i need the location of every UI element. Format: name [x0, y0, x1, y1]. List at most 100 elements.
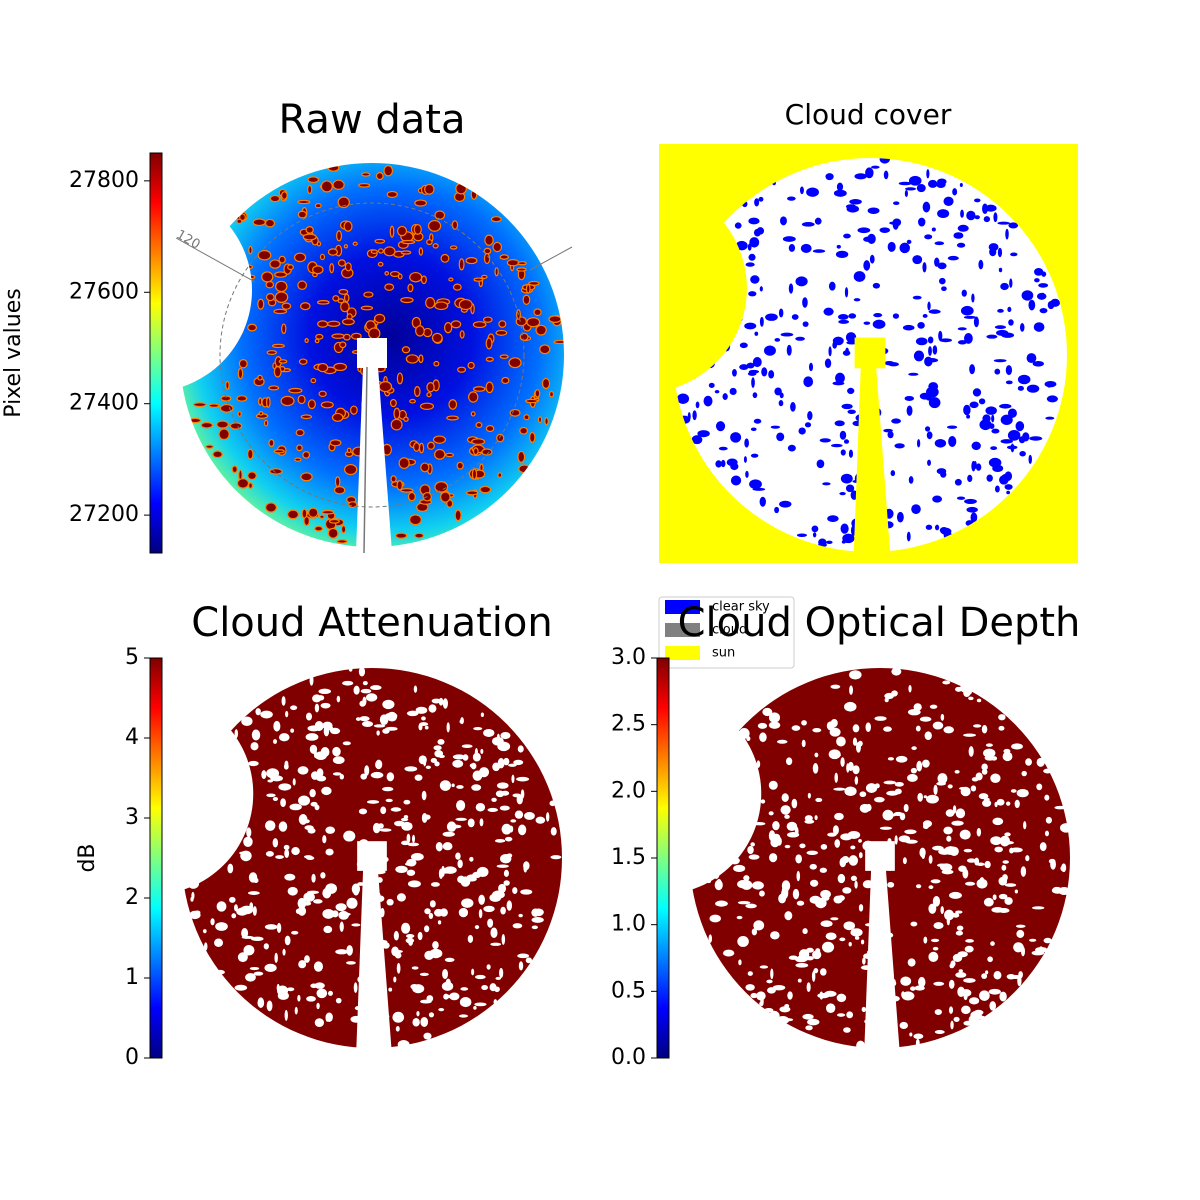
cloud-patch: [216, 420, 229, 429]
cloud-patch: [268, 438, 275, 447]
cloud-patch: [319, 253, 326, 261]
cloud-patch: [362, 844, 369, 851]
cloud-patch: [931, 227, 936, 232]
cloud-patch: [972, 388, 982, 397]
cloud-patch: [405, 934, 415, 939]
cloud-patch: [472, 770, 483, 781]
cloud-patch: [857, 543, 867, 554]
cloud-patch: [377, 261, 384, 267]
cloud-patch: [759, 316, 764, 327]
cloud-patch: [741, 774, 753, 785]
cloud-patch: [934, 241, 945, 246]
cloud-patch: [284, 873, 296, 881]
cloud-patch: [303, 819, 310, 824]
cloud-patch: [750, 427, 757, 432]
cloud-patch: [349, 405, 358, 415]
cloud-patch: [940, 906, 944, 915]
cloud-patch: [273, 449, 285, 454]
cloud-patch: [286, 987, 295, 992]
cloud-patch: [403, 416, 409, 422]
cloud-patch: [473, 726, 483, 731]
cloud-patch: [499, 967, 504, 979]
cloud-patch: [843, 921, 856, 931]
cloud-patch: [229, 896, 236, 903]
cloud-patch: [729, 303, 736, 308]
cloud-patch: [988, 243, 999, 251]
cloud-patch: [523, 414, 530, 421]
cloud-patch: [420, 1016, 429, 1027]
cloud-patch: [858, 904, 864, 912]
cloud-patch: [820, 920, 833, 928]
cloud-patch: [907, 708, 921, 716]
cloud-patch: [843, 439, 850, 444]
tick-label: 3.0: [611, 645, 646, 670]
cloud-patch: [759, 286, 763, 292]
cloud-patch: [393, 407, 401, 420]
cloud-patch: [814, 217, 822, 225]
cloud-patch: [446, 722, 450, 733]
cloud-patch: [411, 834, 416, 843]
cloud-patch: [225, 761, 235, 770]
cloud-patch: [1016, 929, 1025, 938]
cloud-patch: [1017, 374, 1031, 385]
cloud-patch: [845, 204, 857, 209]
cloud-patch: [518, 464, 531, 474]
cloud-patch: [738, 959, 742, 966]
cloud-patch: [448, 277, 454, 282]
cloud-patch: [992, 894, 997, 901]
cloud-patch: [971, 777, 979, 782]
cloud-patch: [991, 428, 1000, 434]
cloud-patch: [967, 474, 973, 483]
cloud-patch: [373, 724, 386, 728]
cloud-patch: [936, 181, 946, 189]
cloud-patch: [449, 245, 458, 250]
cloud-patch: [432, 435, 447, 444]
cloud-patch: [395, 532, 408, 539]
cloud-patch: [208, 403, 220, 408]
cloud-patch: [850, 845, 856, 850]
cloud-patch: [827, 832, 837, 837]
cloud-patch: [890, 470, 896, 477]
cloud-patch: [485, 425, 495, 433]
cloud-patch: [834, 420, 845, 427]
cloud-patch: [189, 910, 201, 920]
cloud-patch: [924, 731, 932, 740]
cloud-patch: [528, 280, 540, 286]
cloud-patch: [376, 855, 389, 864]
cloud-patch: [716, 879, 722, 886]
tick-label: 1: [125, 965, 139, 990]
cloud-patch: [514, 810, 524, 819]
cloud-patch: [457, 859, 463, 869]
cloud-patch: [184, 831, 197, 841]
cloud-patch: [208, 351, 219, 358]
cloud-patch: [849, 670, 862, 680]
cloud-patch: [346, 447, 352, 454]
cloud-patch: [1005, 380, 1013, 385]
cloud-patch: [297, 210, 307, 219]
cloud-patch: [358, 183, 371, 188]
cloud-patch: [269, 259, 281, 269]
cloud-patch: [421, 812, 428, 823]
cloud-patch: [750, 453, 759, 458]
cloud-patch: [802, 297, 808, 308]
cloud-patch: [683, 293, 693, 297]
cloud-patch: [826, 540, 833, 544]
cloud-patch: [894, 443, 905, 449]
cloud-patch: [455, 852, 461, 860]
cloud-patch: [518, 961, 524, 971]
cloud-patch: [752, 392, 758, 399]
cloud-patch: [969, 997, 980, 1005]
cloud-patch: [847, 409, 856, 415]
cloud-patch: [923, 936, 928, 944]
cloud-patch: [352, 241, 358, 246]
cloud-patch: [179, 820, 191, 832]
cloud-patch: [932, 845, 944, 851]
cloud-patch: [703, 395, 713, 407]
cloud-patch: [332, 179, 345, 190]
cloud-patch: [375, 760, 383, 770]
cloud-patch: [466, 874, 479, 879]
cloud-patch: [382, 1027, 387, 1038]
cloud-patch: [964, 945, 974, 953]
cloud-patch: [768, 721, 781, 729]
